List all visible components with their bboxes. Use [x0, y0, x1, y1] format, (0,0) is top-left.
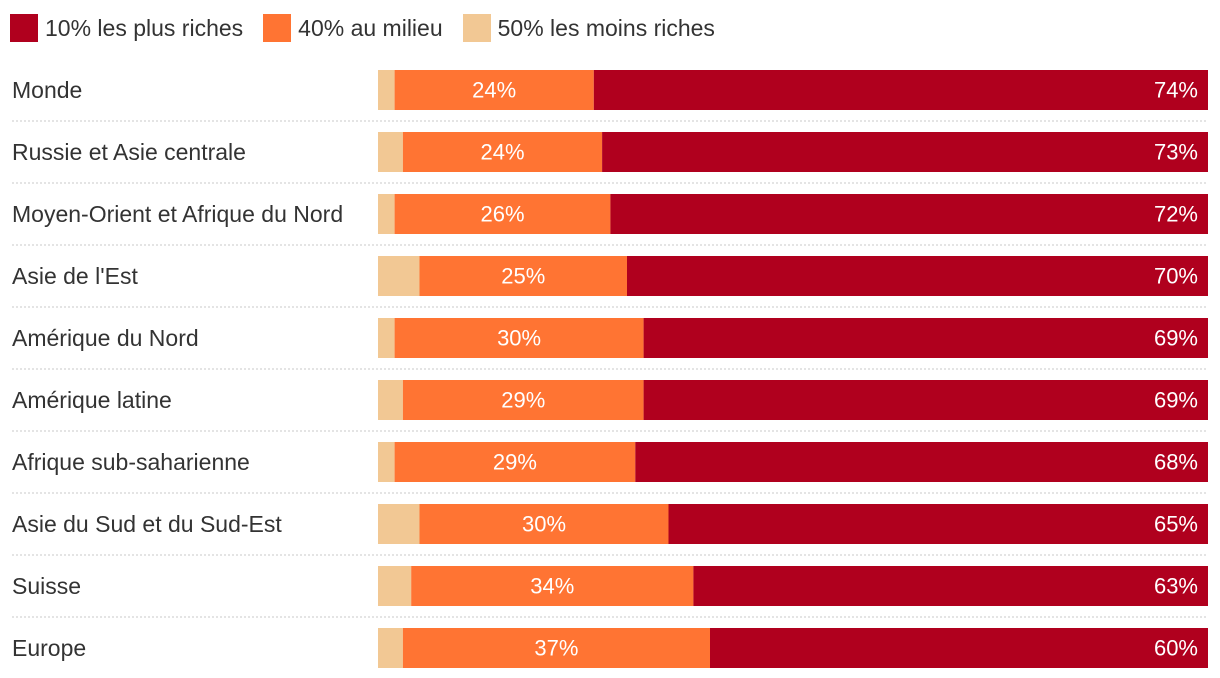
- bar-amerique-latine-10-les-plus-riches: [643, 380, 1208, 420]
- bar-asie-du-sud-et-du-sud-est-10-les-plus-riches: [668, 504, 1208, 544]
- data-label-afrique-sub-saharienne-10-les-plus-riches: 68%: [1154, 450, 1198, 475]
- bar-amerique-du-nord-50-les-moins-riches: [378, 318, 395, 358]
- legend-item-middle40: 40% au milieu: [263, 14, 443, 42]
- bar-monde-50-les-moins-riches: [378, 70, 395, 110]
- legend-item-bottom50: 50% les moins riches: [462, 14, 715, 42]
- bar-monde-40-au-milieu: [394, 70, 594, 110]
- row-label-asie-du-sud-et-du-sud-est: Asie du Sud et du Sud-Est: [12, 511, 282, 537]
- legend-swatch-top10: [10, 14, 38, 42]
- data-label-russie-et-asie-centrale-10-les-plus-riches: 73%: [1154, 140, 1198, 165]
- data-label-russie-et-asie-centrale-40-au-milieu: 24%: [480, 140, 524, 165]
- bar-amerique-du-nord-40-au-milieu: [394, 318, 644, 358]
- bar-asie-du-sud-et-du-sud-est-50-les-moins-riches: [378, 504, 420, 544]
- bar-afrique-sub-saharienne-50-les-moins-riches: [378, 442, 395, 482]
- row-label-asie-de-l-est: Asie de l'Est: [12, 263, 138, 289]
- bar-russie-et-asie-centrale-50-les-moins-riches: [378, 132, 403, 172]
- row-label-amerique-latine: Amérique latine: [12, 387, 172, 413]
- legend-swatch-bottom50: [462, 14, 491, 42]
- data-label-asie-du-sud-et-du-sud-est-40-au-milieu: 30%: [522, 512, 566, 537]
- data-label-amerique-du-nord-10-les-plus-riches: 69%: [1154, 326, 1198, 351]
- row-label-afrique-sub-saharienne: Afrique sub-saharienne: [12, 449, 250, 475]
- bar-asie-de-l-est-50-les-moins-riches: [378, 256, 420, 296]
- bar-moyen-orient-et-afrique-du-nord-10-les-plus-riches: [610, 194, 1208, 234]
- bar-russie-et-asie-centrale-10-les-plus-riches: [602, 132, 1208, 172]
- bar-europe-10-les-plus-riches: [710, 628, 1208, 668]
- legend-label-middle40: 40% au milieu: [298, 14, 443, 41]
- data-label-monde-10-les-plus-riches: 74%: [1154, 78, 1198, 103]
- data-label-suisse-10-les-plus-riches: 63%: [1154, 574, 1198, 599]
- bar-moyen-orient-et-afrique-du-nord-50-les-moins-riches: [378, 194, 395, 234]
- data-label-suisse-40-au-milieu: 34%: [530, 574, 574, 599]
- bar-asie-de-l-est-10-les-plus-riches: [627, 256, 1208, 296]
- row-label-russie-et-asie-centrale: Russie et Asie centrale: [12, 139, 246, 165]
- data-label-asie-de-l-est-10-les-plus-riches: 70%: [1154, 264, 1198, 289]
- row-label-monde: Monde: [12, 77, 82, 103]
- data-label-amerique-du-nord-40-au-milieu: 30%: [497, 326, 541, 351]
- data-label-moyen-orient-et-afrique-du-nord-10-les-plus-riches: 72%: [1154, 202, 1198, 227]
- data-label-monde-40-au-milieu: 24%: [472, 78, 516, 103]
- data-label-amerique-latine-10-les-plus-riches: 69%: [1154, 388, 1198, 413]
- legend-item-top10: 10% les plus riches: [10, 14, 243, 42]
- bar-amerique-latine-40-au-milieu: [402, 380, 644, 420]
- row-label-europe: Europe: [12, 635, 86, 661]
- bar-suisse-50-les-moins-riches: [378, 566, 412, 606]
- legend-label-bottom50: 50% les moins riches: [497, 14, 715, 41]
- data-label-afrique-sub-saharienne-40-au-milieu: 29%: [493, 450, 537, 475]
- bar-europe-50-les-moins-riches: [378, 628, 403, 668]
- data-label-moyen-orient-et-afrique-du-nord-40-au-milieu: 26%: [480, 202, 524, 227]
- bar-asie-du-sud-et-du-sud-est-40-au-milieu: [419, 504, 669, 544]
- bar-asie-de-l-est-40-au-milieu: [419, 256, 627, 296]
- legend-label-top10: 10% les plus riches: [45, 14, 244, 41]
- bar-amerique-latine-50-les-moins-riches: [378, 380, 403, 420]
- data-label-asie-de-l-est-40-au-milieu: 25%: [501, 264, 545, 289]
- bar-suisse-10-les-plus-riches: [693, 566, 1208, 606]
- bar-afrique-sub-saharienne-10-les-plus-riches: [635, 442, 1208, 482]
- legend: 10% les plus riches 40% au milieu 50% le…: [10, 13, 735, 43]
- bar-russie-et-asie-centrale-40-au-milieu: [402, 132, 603, 172]
- row-label-amerique-du-nord: Amérique du Nord: [12, 325, 199, 351]
- bar-amerique-du-nord-10-les-plus-riches: [643, 318, 1208, 358]
- bar-suisse-40-au-milieu: [411, 566, 694, 606]
- row-label-suisse: Suisse: [12, 573, 81, 599]
- data-label-amerique-latine-40-au-milieu: 29%: [501, 388, 545, 413]
- bar-moyen-orient-et-afrique-du-nord-40-au-milieu: [394, 194, 611, 234]
- bar-afrique-sub-saharienne-40-au-milieu: [394, 442, 636, 482]
- data-label-europe-40-au-milieu: 37%: [534, 636, 578, 661]
- row-label-moyen-orient-et-afrique-du-nord: Moyen-Orient et Afrique du Nord: [12, 201, 343, 227]
- data-label-europe-10-les-plus-riches: 60%: [1154, 636, 1198, 661]
- bar-monde-10-les-plus-riches: [593, 70, 1208, 110]
- legend-swatch-middle40: [263, 14, 292, 42]
- bar-europe-40-au-milieu: [402, 628, 710, 668]
- data-label-asie-du-sud-et-du-sud-est-10-les-plus-riches: 65%: [1154, 512, 1198, 537]
